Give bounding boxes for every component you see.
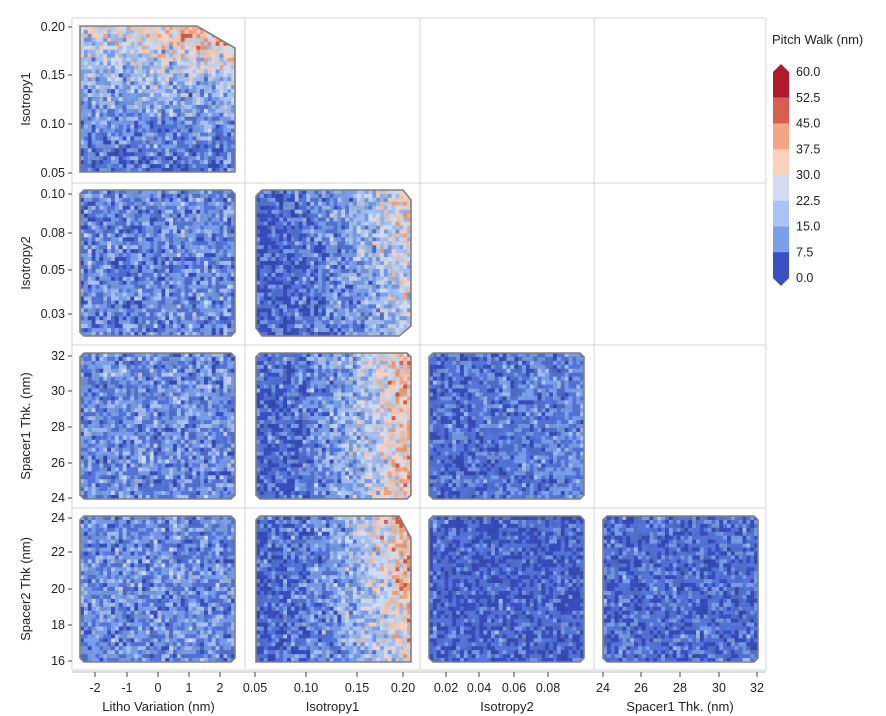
contour-panel-r3-c2 bbox=[429, 516, 584, 662]
x-tick-label-c1-0: 0.05 bbox=[243, 681, 267, 695]
y-tick-label-r1-1: 0.05 bbox=[41, 263, 65, 277]
x-tick-label-c0-1: -1 bbox=[121, 681, 132, 695]
contour-panel-r3-c3 bbox=[603, 516, 758, 662]
x-axis-title-c2: Isotropy2 bbox=[480, 699, 533, 714]
y-tick-label-r1-3: 0.10 bbox=[41, 187, 65, 201]
x-tick-label-c3-2: 28 bbox=[673, 681, 687, 695]
x-tick-label-c2-2: 0.06 bbox=[502, 681, 526, 695]
legend-title: Pitch Walk (nm) bbox=[772, 32, 863, 47]
contour-panel-r2-c1 bbox=[256, 353, 411, 499]
legend-swatch-0 bbox=[773, 64, 789, 98]
x-tick-label-c2-0: 0.02 bbox=[434, 681, 458, 695]
x-axis-title-c3: Spacer1 Thk. (nm) bbox=[626, 699, 733, 714]
contour-panel-r3-c0 bbox=[80, 516, 235, 662]
legend-label-0: 60.0 bbox=[796, 65, 820, 79]
y-axis-title-r1: Isotropy2 bbox=[18, 236, 33, 289]
contour-panel-r1-c1 bbox=[256, 190, 411, 336]
grid-lines bbox=[71, 17, 767, 671]
x-tick-label-c3-1: 26 bbox=[634, 681, 648, 695]
x-tick-label-c1-2: 0.15 bbox=[345, 681, 369, 695]
legend-label-3: 37.5 bbox=[796, 142, 820, 156]
legend-swatch-5 bbox=[773, 200, 789, 227]
y-tick-label-r1-2: 0.08 bbox=[41, 226, 65, 240]
x-tick-label-c2-1: 0.04 bbox=[467, 681, 491, 695]
x-tick-label-c3-0: 24 bbox=[596, 681, 610, 695]
legend-swatch-4 bbox=[773, 175, 789, 202]
x-tick-label-c0-2: 0 bbox=[155, 681, 162, 695]
contour-panel-r2-c2 bbox=[429, 353, 584, 499]
panel-border-r1-c1 bbox=[255, 189, 412, 337]
panel-border-r3-c2 bbox=[428, 515, 585, 663]
legend-label-2: 45.0 bbox=[796, 117, 820, 131]
legend-swatch-1 bbox=[773, 97, 789, 124]
legend-swatch-6 bbox=[773, 226, 789, 253]
y-axis-title-r0: Isotropy1 bbox=[18, 72, 33, 125]
color-legend: Pitch Walk (nm) 60.0 52.5 45.0 37.5 30.0 22.5… bbox=[772, 32, 863, 286]
contour-panel-r0-c0 bbox=[80, 26, 235, 172]
x-tick-label-c3-3: 30 bbox=[712, 681, 726, 695]
y-tick-label-r1-0: 0.03 bbox=[41, 307, 65, 321]
legend-label-5: 22.5 bbox=[796, 194, 820, 208]
y-tick-label-r0-2: 0.15 bbox=[41, 68, 65, 82]
y-tick-label-r3-3: 22 bbox=[51, 545, 65, 559]
y-tick-label-r2-3: 30 bbox=[51, 384, 65, 398]
x-tick-label-c1-1: 0.10 bbox=[294, 681, 318, 695]
y-tick-label-r0-0: 0.05 bbox=[41, 166, 65, 180]
legend-swatch-7 bbox=[773, 252, 789, 286]
x-axis-title-c1: Isotropy1 bbox=[306, 699, 359, 714]
y-tick-label-r3-2: 20 bbox=[51, 582, 65, 596]
legend-label-4: 30.0 bbox=[796, 168, 820, 182]
x-tick-label-c0-3: 1 bbox=[186, 681, 193, 695]
y-tick-label-r0-3: 0.20 bbox=[41, 20, 65, 34]
y-tick-label-r2-1: 26 bbox=[51, 456, 65, 470]
contour-panel-r1-c0 bbox=[80, 190, 235, 336]
legend-label-6: 15.0 bbox=[796, 220, 820, 234]
y-tick-label-r2-2: 28 bbox=[51, 420, 65, 434]
y-axis-title-r3: Spacer2 Thk (nm) bbox=[18, 537, 33, 641]
x-tick-label-c3-4: 32 bbox=[750, 681, 764, 695]
x-tick-label-c0-0: -2 bbox=[89, 681, 100, 695]
panel-border-r3-c0 bbox=[79, 515, 236, 663]
contour-panel-r3-c1 bbox=[256, 516, 411, 662]
y-tick-label-r3-0: 16 bbox=[51, 654, 65, 668]
panel-border-r3-c1 bbox=[255, 515, 412, 663]
contour-panels bbox=[79, 25, 759, 663]
panel-border-r1-c0 bbox=[79, 189, 236, 337]
legend-label-7: 7.5 bbox=[796, 245, 813, 259]
x-tick-label-c2-3: 0.08 bbox=[536, 681, 560, 695]
panel-border-r2-c0 bbox=[79, 352, 236, 500]
x-tick-label-c0-4: 2 bbox=[217, 681, 224, 695]
y-tick-label-r2-4: 32 bbox=[51, 349, 65, 363]
legend-label-8: 0.0 bbox=[796, 271, 813, 285]
x-tick-label-c1-3: 0.20 bbox=[391, 681, 415, 695]
legend-swatch-2 bbox=[773, 123, 789, 150]
y-axis-title-r2: Spacer1 Thk. (nm) bbox=[18, 372, 33, 479]
y-tick-label-r3-4: 24 bbox=[51, 511, 65, 525]
panel-border-r2-c2 bbox=[428, 352, 585, 500]
legend-swatch-3 bbox=[773, 149, 789, 176]
panel-border-r2-c1 bbox=[255, 352, 412, 500]
y-tick-label-r0-1: 0.10 bbox=[41, 117, 65, 131]
legend-label-1: 52.5 bbox=[796, 91, 820, 105]
y-tick-label-r3-1: 18 bbox=[51, 618, 65, 632]
y-axes: 0.05 0.10 0.15 0.20 Isotropy1 0.03 0.05 0.08 0.1… bbox=[18, 20, 72, 668]
panel-border-r3-c3 bbox=[602, 515, 759, 663]
x-axis-title-c0: Litho Variation (nm) bbox=[102, 699, 214, 714]
contour-panel-r2-c0 bbox=[80, 353, 235, 499]
y-tick-label-r2-0: 24 bbox=[51, 491, 65, 505]
panel-border-r0-c0 bbox=[79, 25, 236, 173]
